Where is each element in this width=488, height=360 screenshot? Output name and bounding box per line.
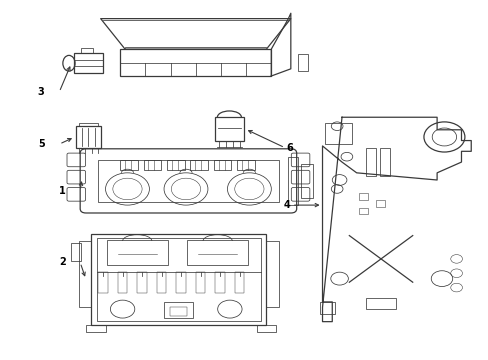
Bar — [98, 272, 108, 293]
Bar — [169, 307, 187, 316]
Bar — [143, 159, 161, 170]
Bar — [325, 123, 351, 144]
Bar — [86, 324, 105, 332]
Bar — [79, 123, 98, 126]
Bar — [97, 238, 260, 321]
Bar — [213, 159, 231, 170]
Bar — [320, 302, 334, 315]
Bar — [234, 272, 244, 293]
Text: 5: 5 — [38, 139, 44, 149]
Bar — [358, 208, 367, 214]
Text: 4: 4 — [284, 200, 290, 210]
Bar — [358, 193, 367, 200]
Bar — [166, 159, 184, 170]
Bar — [379, 148, 389, 176]
Bar — [74, 53, 103, 73]
Bar — [118, 272, 127, 293]
Text: 1: 1 — [59, 186, 65, 196]
Bar — [195, 272, 205, 293]
Bar — [256, 324, 276, 332]
Bar — [298, 54, 307, 71]
Bar — [120, 159, 138, 170]
Text: 6: 6 — [285, 143, 292, 153]
Bar — [76, 126, 101, 148]
Bar — [215, 272, 224, 293]
Bar — [91, 234, 266, 325]
Bar — [288, 157, 298, 205]
Bar — [81, 48, 93, 53]
Bar — [137, 272, 147, 293]
Text: 3: 3 — [38, 87, 44, 97]
Text: 2: 2 — [59, 257, 65, 267]
Bar — [300, 164, 312, 198]
Bar — [71, 243, 81, 261]
Bar — [157, 272, 166, 293]
Bar — [366, 298, 395, 309]
Bar — [266, 241, 278, 307]
Bar — [176, 272, 185, 293]
Bar — [215, 117, 243, 140]
Bar — [366, 148, 375, 176]
Bar — [237, 159, 254, 170]
Bar — [190, 159, 207, 170]
Bar — [375, 201, 384, 207]
Bar — [79, 241, 91, 307]
Bar — [120, 49, 271, 76]
